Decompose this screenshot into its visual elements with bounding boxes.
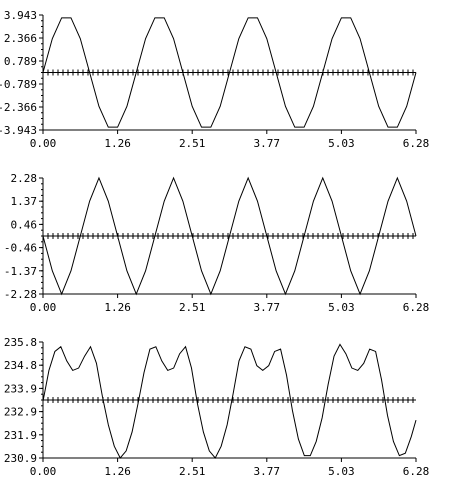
y-tick-label: -0.46 <box>4 242 37 255</box>
x-tick-label: 2.51 <box>179 301 206 314</box>
y-tick-label: 235.8 <box>4 336 37 349</box>
y-tick-label: 230.9 <box>4 452 37 465</box>
y-tick-label: 234.8 <box>4 359 37 372</box>
x-tick-label: 3.77 <box>254 465 281 478</box>
x-tick-label: 5.03 <box>328 137 355 150</box>
y-tick-label: 233.9 <box>4 382 37 395</box>
y-tick-label: -3.943 <box>0 124 37 137</box>
y-tick-label: 2.366 <box>4 32 37 45</box>
x-tick-label: 0.00 <box>30 301 57 314</box>
x-tick-label: 1.26 <box>104 301 131 314</box>
series-line <box>42 17 417 128</box>
x-tick-label: 3.77 <box>254 137 281 150</box>
y-tick-label: 1.37 <box>11 195 38 208</box>
y-tick-label: 0.46 <box>11 218 38 231</box>
y-tick-label: -1.37 <box>4 265 37 278</box>
x-tick-label: 6.28 <box>403 137 430 150</box>
y-tick-label: -2.366 <box>0 101 37 114</box>
y-tick-label: 0.789 <box>4 55 37 68</box>
x-tick-label: 5.03 <box>328 301 355 314</box>
series-line <box>42 176 417 296</box>
x-tick-label: 5.03 <box>328 465 355 478</box>
x-tick-label: 0.00 <box>30 465 57 478</box>
x-tick-label: 2.51 <box>179 137 206 150</box>
series-line <box>42 343 417 459</box>
y-tick-label: -0.789 <box>0 78 37 91</box>
y-tick-label: 232.9 <box>4 406 37 419</box>
chart-panel-3: 235.8 234.8 233.9 232.9 231.9 230.90.00 1.26 2.… <box>4 336 429 478</box>
y-tick-label: 3.943 <box>4 9 37 22</box>
x-tick-label: 1.26 <box>104 137 131 150</box>
y-tick-label: 2.28 <box>11 172 38 185</box>
x-tick-label: 2.51 <box>179 465 206 478</box>
y-tick-label: 231.9 <box>4 429 37 442</box>
x-tick-label: 6.28 <box>403 301 430 314</box>
y-tick-label: -2.28 <box>4 288 37 301</box>
x-tick-label: 6.28 <box>403 465 430 478</box>
x-tick-label: 0.00 <box>30 137 57 150</box>
x-tick-label: 1.26 <box>104 465 131 478</box>
chart-panel-2: 2.28 1.37 0.46 -0.46 -1.37 -2.280.00 1.26 2.51 3… <box>4 172 429 314</box>
x-tick-label: 3.77 <box>254 301 281 314</box>
